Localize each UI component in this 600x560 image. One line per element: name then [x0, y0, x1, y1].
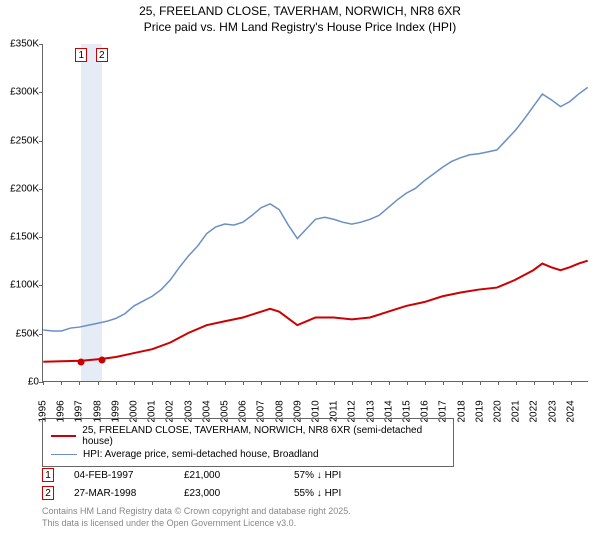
- y-axis-label: £100K: [1, 280, 39, 291]
- x-tick-mark: [534, 381, 535, 385]
- x-tick-mark: [298, 381, 299, 385]
- x-tick-mark: [553, 381, 554, 385]
- legend-swatch: [51, 454, 77, 455]
- x-tick-mark: [425, 381, 426, 385]
- x-tick-mark: [170, 381, 171, 385]
- sale-row: 2 27-MAR-1998£23,00055% ↓ HPI: [42, 486, 588, 500]
- y-axis-label: £0: [1, 377, 39, 388]
- sale-price: £21,000: [184, 470, 294, 481]
- legend-label: 25, FREELAND CLOSE, TAVERHAM, NORWICH, N…: [82, 425, 445, 447]
- x-tick-mark: [480, 381, 481, 385]
- y-tick-mark: [39, 189, 43, 190]
- sale-point: [78, 358, 85, 365]
- sales-table: 1 04-FEB-1997£21,00057% ↓ HPI 2 27-MAR-1998…: [42, 464, 588, 529]
- sale-marker-2: 2: [96, 48, 108, 62]
- sale-index-box: 2: [42, 486, 54, 500]
- y-tick-mark: [39, 44, 43, 45]
- x-tick-mark: [225, 381, 226, 385]
- x-tick-mark: [152, 381, 153, 385]
- y-axis-label: £150K: [1, 232, 39, 243]
- y-axis-label: £250K: [1, 135, 39, 146]
- sale-index-box: 1: [42, 468, 54, 482]
- x-tick-mark: [61, 381, 62, 385]
- series-hpi: [43, 87, 587, 331]
- chart-container: 25, FREELAND CLOSE, TAVERHAM, NORWICH, N…: [0, 0, 600, 560]
- y-tick-mark: [39, 141, 43, 142]
- y-axis-label: £50K: [1, 328, 39, 339]
- x-tick-mark: [207, 381, 208, 385]
- x-axis-label: 2019: [474, 401, 485, 423]
- x-axis-label: 2021: [511, 401, 522, 423]
- chart-title: 25, FREELAND CLOSE, TAVERHAM, NORWICH, N…: [0, 0, 600, 35]
- y-tick-mark: [39, 92, 43, 93]
- x-tick-mark: [498, 381, 499, 385]
- attribution-text: Contains HM Land Registry data © Crown c…: [42, 506, 588, 529]
- x-tick-mark: [443, 381, 444, 385]
- sale-marker-1: 1: [75, 48, 87, 62]
- x-tick-mark: [79, 381, 80, 385]
- legend-label: HPI: Average price, semi-detached house,…: [83, 449, 319, 460]
- x-axis-label: 2020: [493, 401, 504, 423]
- x-tick-mark: [280, 381, 281, 385]
- x-axis-label: 2022: [529, 401, 540, 423]
- y-axis-label: £300K: [1, 87, 39, 98]
- y-axis-label: £350K: [1, 39, 39, 50]
- x-tick-mark: [43, 381, 44, 385]
- x-axis-label: 2024: [565, 401, 576, 423]
- x-axis-label: 2018: [456, 401, 467, 423]
- x-tick-mark: [189, 381, 190, 385]
- plot-area: £0£50K£100K£150K£200K£250K£300K£350K1995…: [42, 44, 588, 382]
- series-price_paid: [43, 261, 587, 362]
- x-tick-mark: [243, 381, 244, 385]
- legend-box: 25, FREELAND CLOSE, TAVERHAM, NORWICH, N…: [42, 418, 454, 467]
- sale-date: 27-MAR-1998: [74, 488, 184, 499]
- y-tick-mark: [39, 334, 43, 335]
- x-tick-mark: [371, 381, 372, 385]
- x-tick-mark: [516, 381, 517, 385]
- x-tick-mark: [98, 381, 99, 385]
- sale-date: 04-FEB-1997: [74, 470, 184, 481]
- legend-item: HPI: Average price, semi-detached house,…: [51, 449, 445, 460]
- sale-vs-hpi: 55% ↓ HPI: [294, 488, 404, 499]
- x-tick-mark: [389, 381, 390, 385]
- x-tick-mark: [462, 381, 463, 385]
- x-tick-mark: [571, 381, 572, 385]
- sale-price: £23,000: [184, 488, 294, 499]
- sale-vs-hpi: 57% ↓ HPI: [294, 470, 404, 481]
- x-tick-mark: [261, 381, 262, 385]
- x-tick-mark: [116, 381, 117, 385]
- y-tick-mark: [39, 285, 43, 286]
- x-tick-mark: [352, 381, 353, 385]
- x-tick-mark: [407, 381, 408, 385]
- y-axis-label: £200K: [1, 183, 39, 194]
- legend-swatch: [51, 435, 76, 437]
- x-tick-mark: [316, 381, 317, 385]
- line-layer: [43, 44, 588, 381]
- title-line-1: 25, FREELAND CLOSE, TAVERHAM, NORWICH, N…: [139, 4, 461, 18]
- y-tick-mark: [39, 237, 43, 238]
- x-tick-mark: [134, 381, 135, 385]
- x-axis-label: 2023: [547, 401, 558, 423]
- sale-point: [98, 356, 105, 363]
- legend-item: 25, FREELAND CLOSE, TAVERHAM, NORWICH, N…: [51, 425, 445, 447]
- title-line-2: Price paid vs. HM Land Registry's House …: [144, 20, 456, 34]
- sale-row: 1 04-FEB-1997£21,00057% ↓ HPI: [42, 468, 588, 482]
- x-tick-mark: [334, 381, 335, 385]
